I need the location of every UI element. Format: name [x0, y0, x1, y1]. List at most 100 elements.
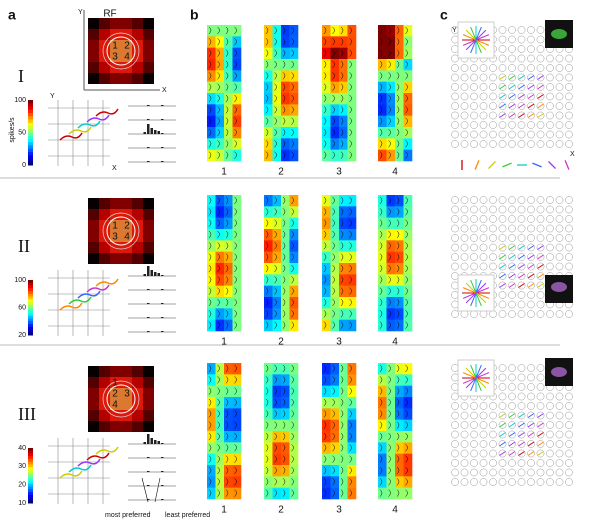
unit-circle	[517, 224, 526, 233]
map-cell	[215, 442, 225, 454]
unit-tick	[537, 422, 544, 428]
orientation-arc	[349, 264, 352, 273]
orientation-arc	[208, 196, 212, 205]
unit-tick	[527, 84, 535, 90]
map-cell	[330, 93, 340, 105]
unit-circle	[489, 140, 497, 148]
orientation-arc	[340, 321, 344, 329]
map-cell	[403, 487, 413, 500]
unit-circle	[498, 35, 507, 44]
orientation-arc	[208, 398, 212, 407]
orientation-arc	[396, 140, 400, 148]
unit-circle	[508, 130, 516, 139]
unit-circle	[460, 64, 469, 72]
map-cell	[224, 285, 233, 298]
map-cell	[272, 240, 282, 252]
tuning-curve	[95, 278, 119, 287]
orientation-arc	[225, 276, 229, 284]
colorbar-cell	[28, 142, 33, 146]
orientation-arc	[340, 151, 344, 159]
unit-circle	[489, 121, 497, 129]
hist-bar	[161, 133, 164, 134]
unit-circle	[451, 205, 459, 214]
orientation-arc	[340, 83, 344, 91]
colorbar-cell	[28, 299, 33, 303]
map-cell	[403, 47, 413, 60]
orientation-arc	[208, 219, 212, 227]
map-cell	[330, 385, 340, 398]
orientation-arc	[349, 94, 352, 103]
hist-bar	[147, 471, 150, 472]
orientation-arc	[225, 466, 229, 475]
unit-circle	[527, 205, 535, 214]
map-cell	[386, 487, 396, 500]
colorbar-cell	[28, 152, 33, 156]
orientation-arc	[217, 410, 220, 418]
orientation-arc	[282, 242, 286, 250]
unit-circle	[536, 234, 545, 242]
unit-tick	[518, 273, 525, 279]
column-label: 1	[221, 505, 227, 516]
rf-cell	[110, 209, 121, 220]
orientation-arc	[388, 26, 391, 35]
orientation-arc	[291, 140, 294, 148]
unit-circle	[479, 478, 488, 486]
map-cell	[264, 408, 273, 420]
colorbar-cell	[28, 285, 33, 289]
map-cell	[386, 285, 396, 298]
colorbar-cell	[28, 310, 33, 314]
map-cell	[395, 240, 404, 252]
unit-tick	[499, 422, 506, 428]
orientation-arc	[405, 219, 408, 227]
map-cell	[403, 297, 413, 309]
unit-circle	[470, 262, 478, 271]
map-cell	[386, 308, 396, 320]
unit-circle	[527, 291, 535, 299]
map-cell	[281, 138, 290, 150]
unit-tick	[499, 432, 506, 437]
unit-tick	[527, 75, 535, 80]
map-cell	[386, 127, 396, 139]
map-cell	[215, 385, 225, 398]
orientation-arc	[323, 287, 327, 295]
orientation-arc	[291, 151, 294, 159]
orientation-arc	[274, 219, 277, 227]
map-cell	[207, 217, 216, 230]
orientation-arc	[405, 376, 408, 384]
unit-circle	[536, 291, 545, 299]
map-cell	[347, 138, 357, 150]
colorbar-cell	[28, 318, 33, 322]
orientation-arc	[217, 219, 220, 227]
unit-tick	[537, 283, 544, 288]
map-cell	[395, 25, 404, 37]
unit-tick	[537, 441, 544, 447]
unit-circle	[555, 253, 564, 261]
unit-circle	[470, 215, 478, 223]
map-cell	[347, 104, 357, 116]
orientation-arc	[388, 421, 391, 429]
unit-circle	[451, 478, 459, 486]
rf-cell	[99, 62, 110, 73]
unit-tick	[518, 451, 525, 456]
rf-cell	[110, 388, 121, 399]
orientation-arc	[340, 72, 344, 80]
orientation-arc	[396, 298, 400, 307]
unit-circle	[546, 215, 554, 223]
orientation-arc	[208, 117, 212, 125]
unit-circle	[489, 459, 497, 467]
unit-tick	[518, 441, 525, 447]
map-cell	[272, 93, 282, 105]
map-cell	[215, 59, 225, 71]
rf-cell	[121, 410, 132, 421]
colorbar-cell	[28, 100, 33, 104]
map-cell	[386, 465, 396, 477]
unit-circle	[555, 234, 564, 242]
map-cell	[403, 149, 413, 162]
map-cell	[224, 127, 233, 139]
orientation-arc	[379, 60, 383, 69]
map-cell	[347, 263, 357, 275]
map-cell	[264, 70, 273, 82]
unit-tick	[499, 283, 506, 288]
orientation-arc	[332, 444, 335, 452]
